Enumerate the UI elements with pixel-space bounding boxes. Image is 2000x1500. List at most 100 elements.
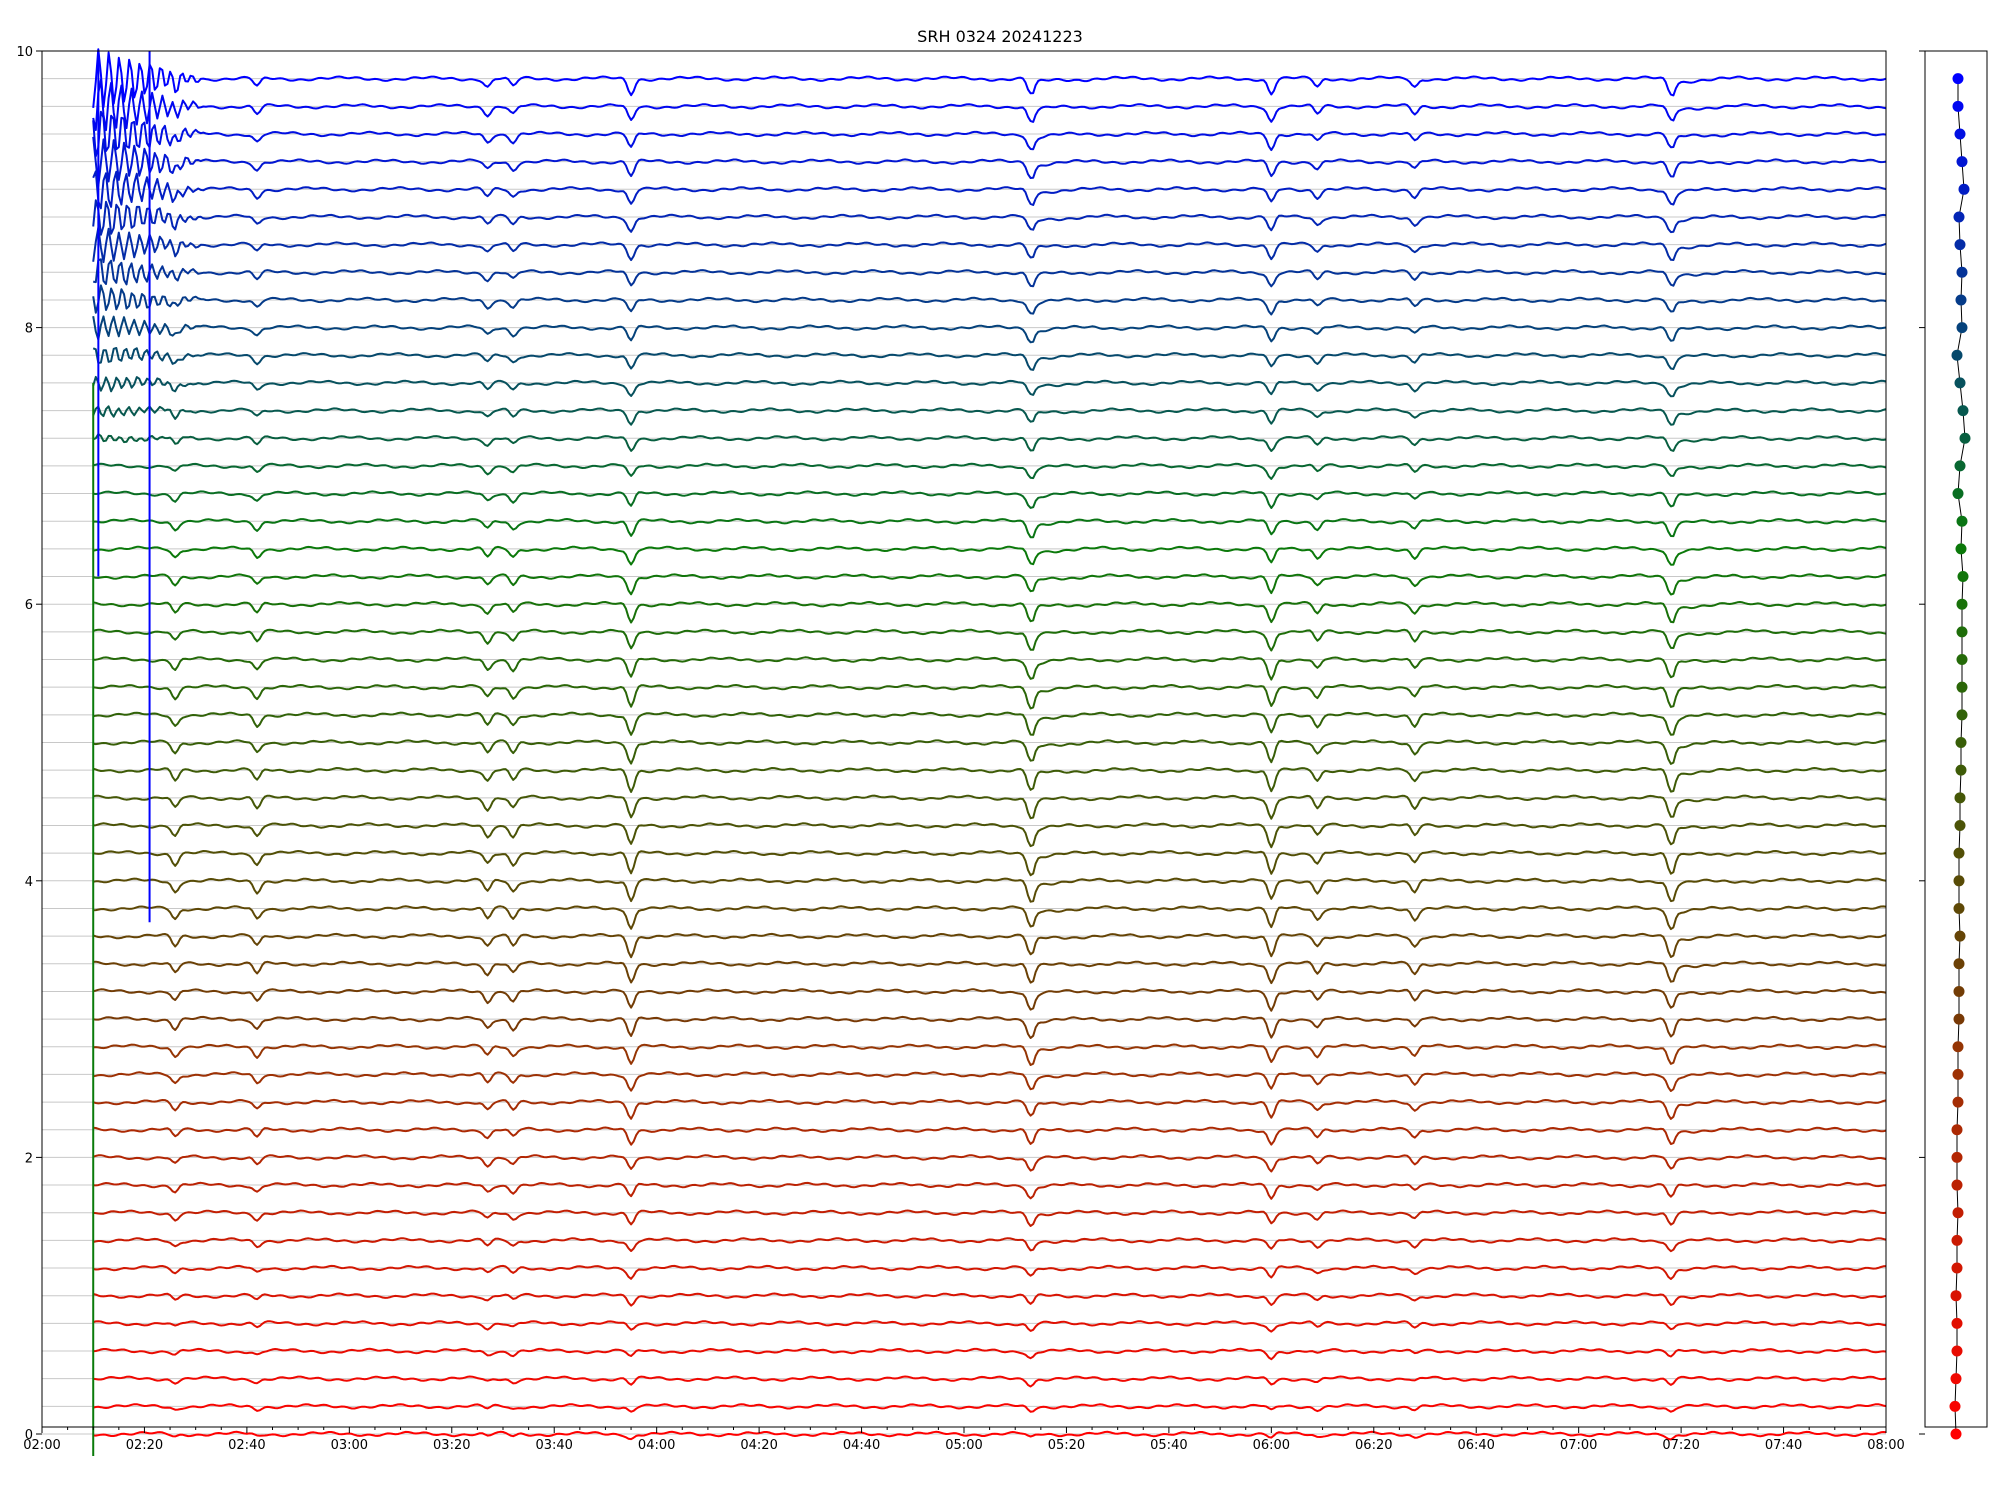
series-trace [93,518,1887,539]
series-trace [92,226,1887,264]
side-panel-dot [1955,543,1967,555]
side-panel-dot [1953,1013,1965,1025]
series-trace [93,794,1887,820]
series-trace [93,1015,1887,1039]
series-trace [92,767,1887,793]
chart-title: SRH 0324 20241223 [917,27,1083,46]
side-panel-dot [1954,377,1966,389]
x-tick-label: 04:20 [740,1438,777,1453]
series-trace [93,822,1887,849]
series-trace [92,347,1887,371]
series-trace [93,1430,1887,1441]
side-panel-dot [1953,985,1965,997]
series-traces [92,48,1887,1456]
side-panel-dot [1956,598,1968,610]
side-panel-dot [1955,764,1967,776]
side-panel-dot [1953,847,1965,859]
series-trace [93,258,1886,288]
series-trace [93,1043,1886,1066]
x-tick-label: 07:00 [1560,1438,1597,1453]
side-panel-dot [1954,460,1966,472]
series-trace [92,78,1887,132]
series-trace [93,490,1887,509]
side-panel-dot [1951,1151,1963,1163]
side-panel-dot [1952,1041,1964,1053]
side-panel-frame [1924,50,1988,1428]
x-tick-label: 03:20 [433,1438,470,1453]
side-panel-dot [1954,819,1966,831]
y-tick-label: 8 [25,322,33,337]
series-trace [92,1154,1887,1173]
series-trace [92,110,1887,158]
side-panel-dot [1957,405,1969,417]
side-panel-dot [1952,488,1964,500]
x-tick-label: 07:20 [1662,1438,1699,1453]
series-trace [92,315,1887,344]
side-panel-dot [1954,792,1966,804]
side-panel-dot [1956,322,1968,334]
side-panel-dot [1956,626,1968,638]
plot-frame [41,50,1887,1428]
series-trace [92,1320,1887,1333]
x-tick-label: 05:40 [1150,1438,1187,1453]
side-panel-dot [1951,1179,1963,1191]
side-panel-dot [1951,349,1963,361]
side-panel [1949,73,1971,1440]
series-trace [92,711,1887,736]
side-panel-dot [1954,239,1966,251]
side-panel-dot [1951,1124,1963,1136]
x-tick-label: 02:40 [228,1438,265,1453]
side-panel-dot [1950,1428,1962,1440]
x-tick-label: 06:20 [1355,1438,1392,1453]
series-trace [92,375,1887,398]
series-trace [93,849,1887,877]
y-tick-label: 0 [25,1428,33,1443]
side-panel-dot [1953,875,1965,887]
y-tick-label: 4 [25,875,33,890]
series-trace [92,462,1887,480]
side-panel-dot [1950,1373,1962,1385]
series-trace [92,48,1887,109]
side-panel-dot [1958,183,1970,195]
series-trace [92,1098,1887,1120]
x-tick-label: 08:00 [1867,1438,1904,1453]
series-trace [92,284,1887,316]
side-panel-dot [1952,1207,1964,1219]
side-panel-dot [1954,128,1966,140]
side-panel-dot [1952,1096,1964,1108]
side-panel-dot [1957,571,1969,583]
series-trace [93,905,1887,931]
y-tick-label: 6 [25,598,33,613]
series-trace [93,1264,1887,1280]
side-panel-dot [1953,211,1965,223]
side-panel-link [1954,78,1966,1435]
side-panel-dot [1954,930,1966,942]
y-axis: 0 2 4 6 8 10 [16,45,1925,1443]
series-trace [92,170,1887,210]
series-trace [93,739,1886,765]
side-panel-dot [1955,294,1967,306]
series-trace [93,877,1887,903]
series-trace [92,573,1887,596]
x-tick-label: 02:00 [23,1438,60,1453]
x-tick-label: 04:40 [843,1438,880,1453]
side-panel-dot [1956,709,1968,721]
x-axis: 02:00 02:20 02:40 03:00 03:20 03:40 04:00 04:20… [23,1427,1905,1453]
side-panel-dot [1959,432,1971,444]
y-tick-label: 2 [25,1151,33,1166]
series-trace [93,1181,1886,1200]
x-tick-label: 03:00 [331,1438,368,1453]
side-panel-dot [1956,654,1968,666]
series-trace [93,1126,1887,1146]
side-panel-dot [1952,100,1964,112]
side-panel-dot [1955,737,1967,748]
series-trace [93,601,1887,624]
side-panel-dot [1956,515,1968,527]
series-trace [92,136,1887,188]
side-panel-dot [1951,1317,1963,1329]
x-tick-label: 04:00 [638,1438,675,1453]
side-panel-dot [1953,902,1965,914]
side-panel-dot [1952,1068,1964,1080]
side-panel-dot [1949,1400,1961,1412]
x-tick-label: 05:00 [945,1438,982,1453]
